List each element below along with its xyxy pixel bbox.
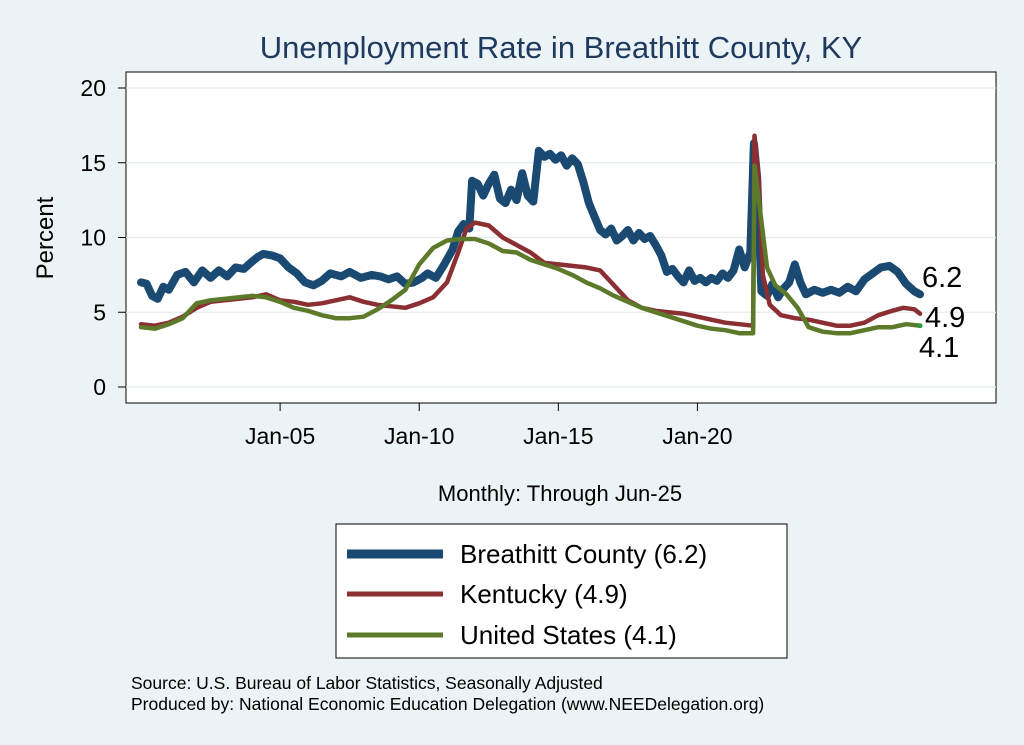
x-tick-label: Jan-20 xyxy=(662,423,732,449)
x-tick-label: Jan-05 xyxy=(245,423,315,449)
y-tick-label: 20 xyxy=(80,75,106,101)
y-tick-label: 5 xyxy=(93,299,106,325)
legend-label: Breathitt County (6.2) xyxy=(460,539,707,569)
end-value-label: 6.2 xyxy=(922,262,962,294)
producer-note: Produced by: National Economic Education… xyxy=(131,694,764,714)
chart-title: Unemployment Rate in Breathitt County, K… xyxy=(260,30,863,65)
x-axis-caption: Monthly: Through Jun-25 xyxy=(438,481,682,506)
series-line-2 xyxy=(138,163,923,336)
y-axis-title: Percent xyxy=(32,196,59,279)
x-tick-label: Jan-10 xyxy=(384,423,454,449)
series-line-0 xyxy=(137,139,924,303)
series-end-point xyxy=(917,323,923,329)
x-tick-label: Jan-15 xyxy=(523,423,593,449)
end-value-label: 4.9 xyxy=(925,302,965,334)
legend-label: United States (4.1) xyxy=(460,620,677,650)
y-tick-label: 0 xyxy=(93,374,106,400)
y-tick-label: 15 xyxy=(80,150,106,176)
y-tick-label: 10 xyxy=(80,225,106,251)
end-value-label: 4.1 xyxy=(919,332,959,364)
legend-box xyxy=(335,523,788,659)
legend-label: Kentucky (4.9) xyxy=(460,579,628,609)
source-note: Source: U.S. Bureau of Labor Statistics,… xyxy=(131,673,603,693)
